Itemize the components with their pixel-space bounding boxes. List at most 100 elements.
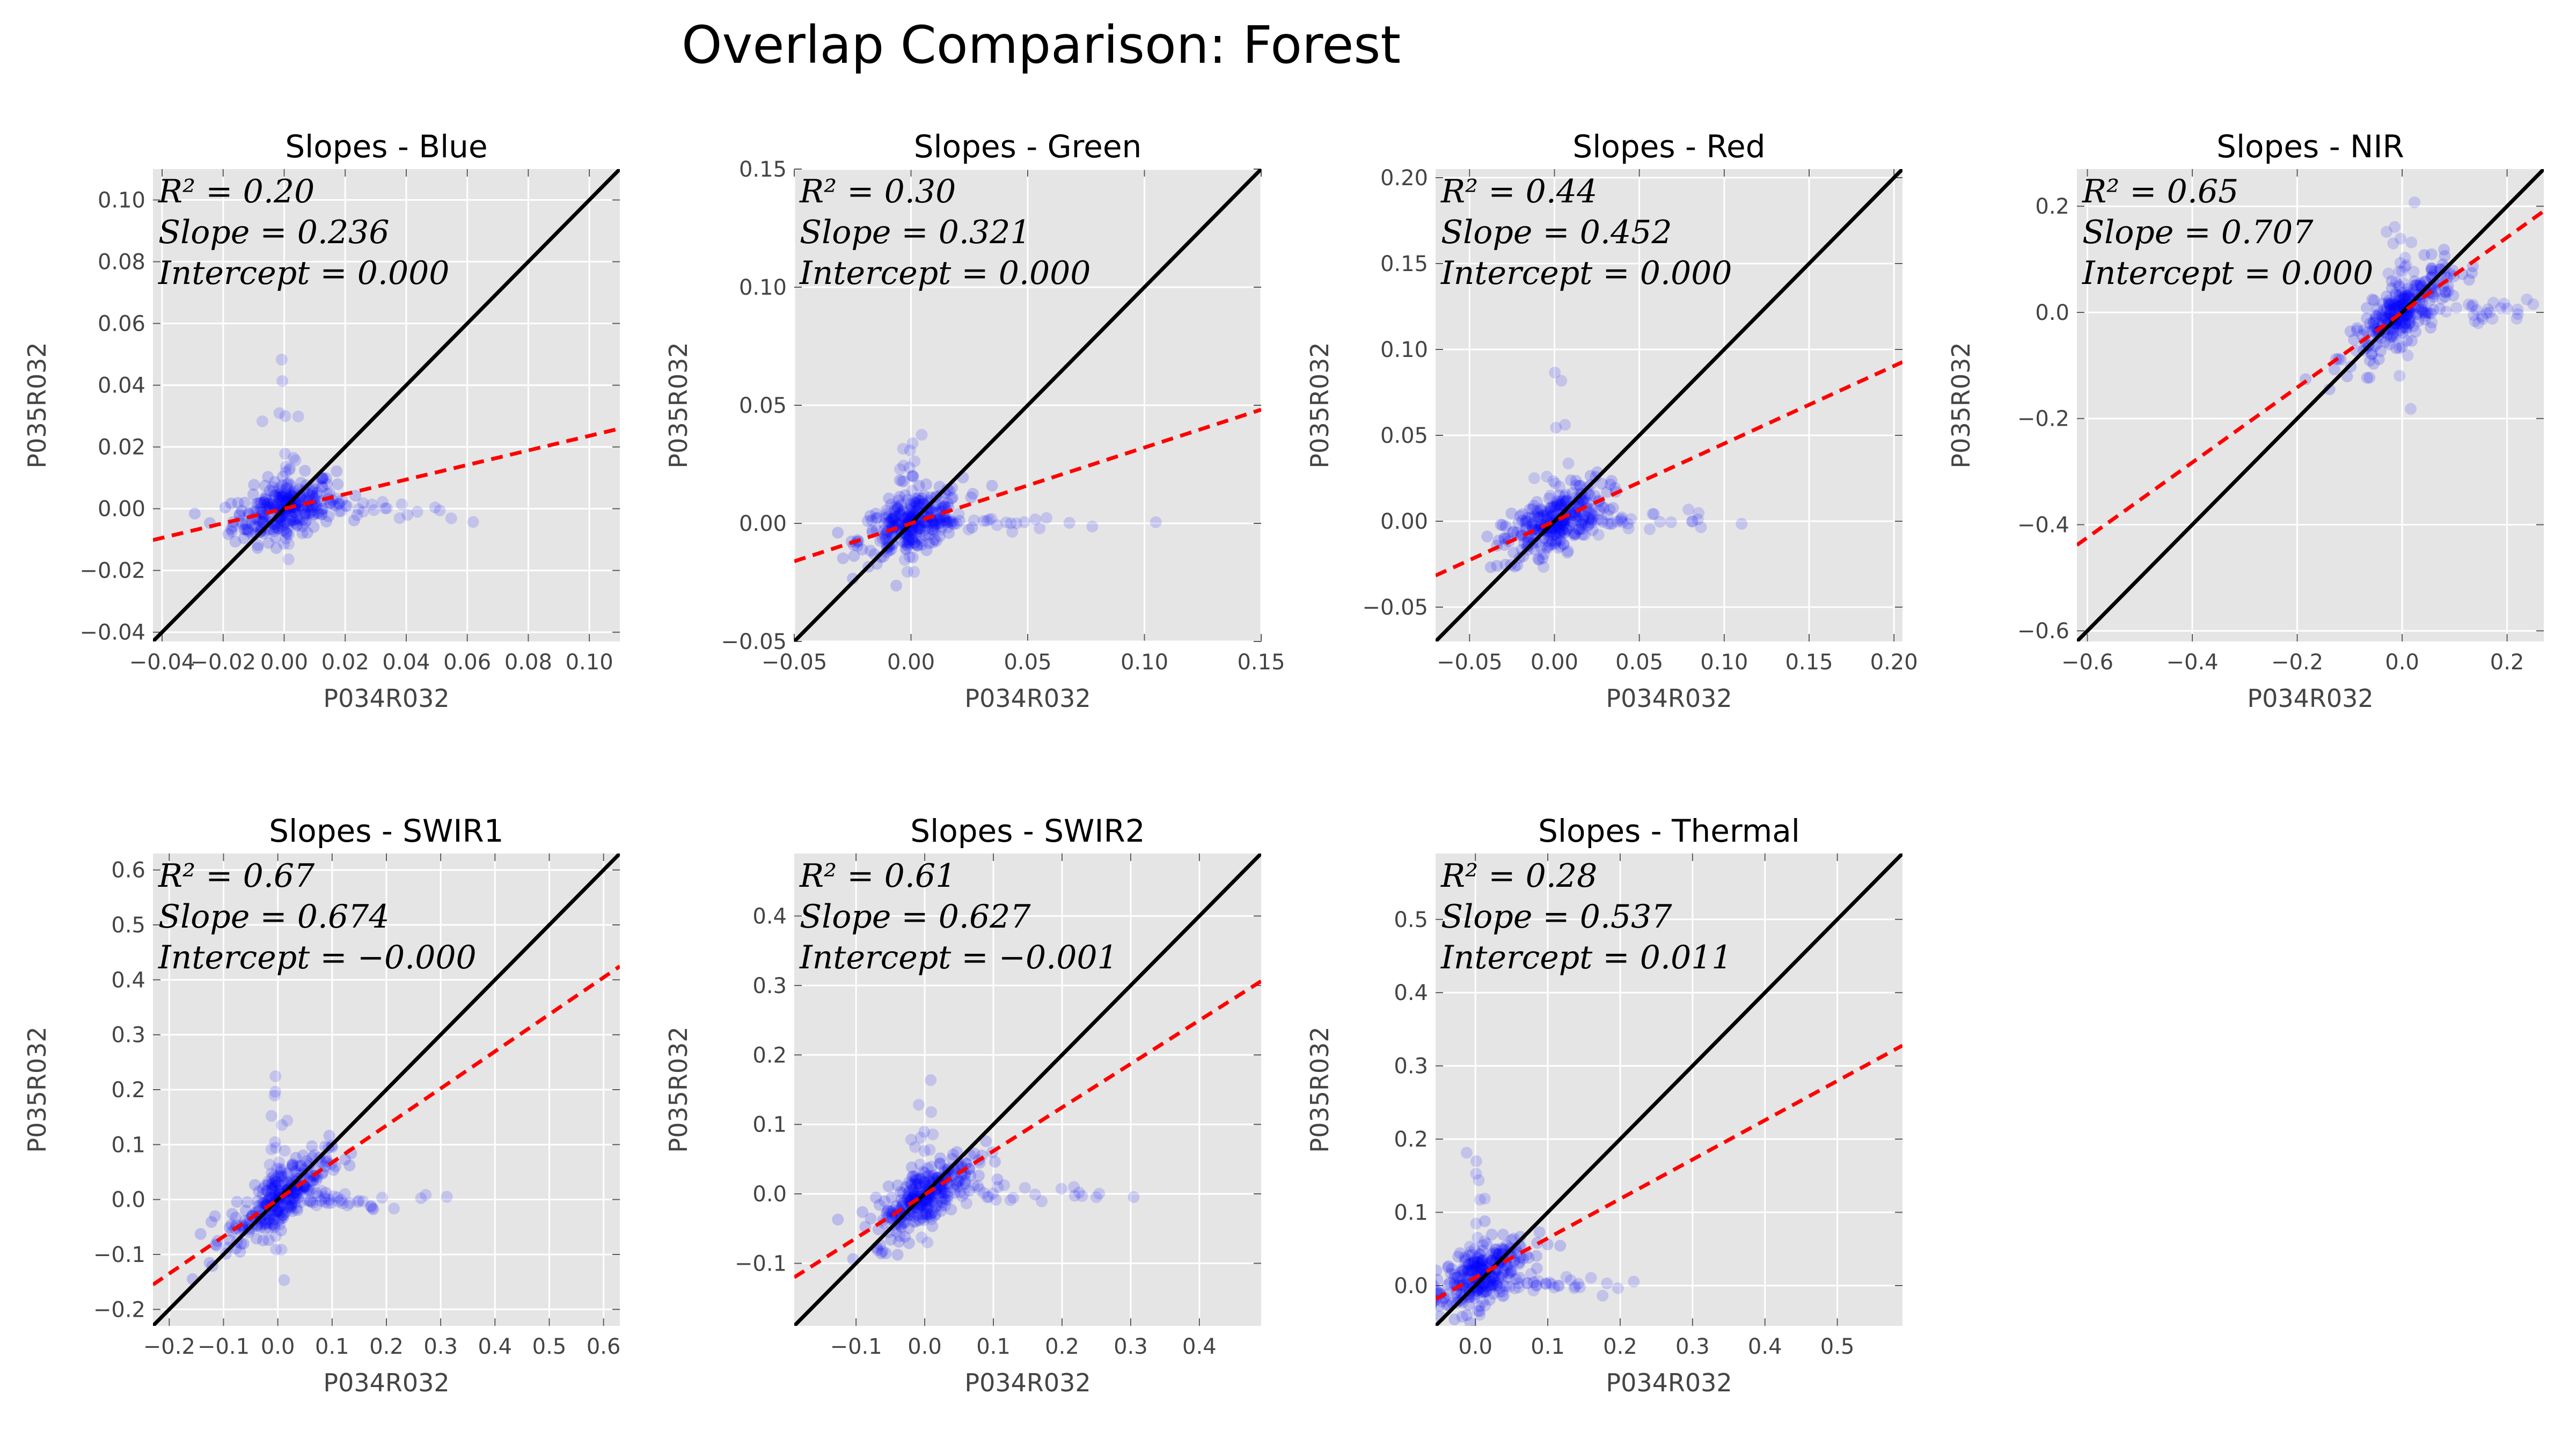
data-point bbox=[1436, 1278, 1437, 1286]
data-point bbox=[283, 515, 296, 527]
data-point bbox=[291, 520, 304, 532]
data-point bbox=[2367, 316, 2380, 329]
data-point bbox=[1470, 1260, 1483, 1273]
data-point bbox=[467, 516, 479, 528]
data-point bbox=[913, 498, 925, 510]
stat-annotation: Intercept = −0.000 bbox=[158, 939, 477, 976]
data-point bbox=[2465, 301, 2478, 313]
data-point bbox=[895, 499, 907, 511]
data-point bbox=[1545, 509, 1557, 522]
data-point bbox=[894, 1230, 906, 1242]
data-point bbox=[902, 1187, 914, 1200]
y-tick-label: 0.3 bbox=[752, 974, 787, 998]
data-point bbox=[1596, 478, 1608, 490]
data-point bbox=[268, 525, 280, 537]
data-point bbox=[1625, 513, 1637, 525]
x-tick-label: −0.4 bbox=[2166, 650, 2218, 675]
data-point bbox=[2377, 312, 2389, 324]
y-tick-label: 0.02 bbox=[98, 435, 145, 460]
data-point bbox=[1543, 1276, 1556, 1289]
data-point bbox=[352, 1196, 364, 1208]
data-point bbox=[294, 1185, 306, 1198]
data-point bbox=[1616, 516, 1629, 528]
data-point bbox=[2398, 293, 2411, 305]
data-point bbox=[1561, 546, 1574, 559]
x-tick-label: 0.10 bbox=[566, 650, 613, 675]
data-point bbox=[2400, 324, 2412, 336]
data-point bbox=[936, 1193, 948, 1205]
data-point bbox=[934, 1186, 947, 1199]
data-point bbox=[2384, 300, 2396, 312]
data-point bbox=[254, 503, 267, 515]
data-point bbox=[282, 477, 295, 489]
data-point bbox=[928, 1209, 941, 1222]
stat-annotation: R² = 0.61 bbox=[799, 857, 956, 895]
data-point bbox=[905, 503, 918, 515]
data-point bbox=[264, 1191, 276, 1203]
data-point bbox=[312, 1190, 324, 1202]
data-point bbox=[1446, 1263, 1458, 1275]
y-tick-label: 0.0 bbox=[1394, 1274, 1428, 1298]
data-point bbox=[2361, 326, 2373, 339]
y-axis-label: P035R032 bbox=[1946, 342, 1975, 468]
data-point bbox=[938, 500, 950, 512]
data-point bbox=[932, 518, 945, 530]
data-point bbox=[953, 1175, 965, 1187]
data-point bbox=[254, 497, 266, 509]
data-point bbox=[1436, 1280, 1439, 1292]
data-point bbox=[1441, 1261, 1454, 1274]
data-point bbox=[1622, 522, 1635, 535]
data-point bbox=[1554, 535, 1567, 547]
data-point bbox=[2383, 308, 2396, 320]
data-point bbox=[1481, 1238, 1493, 1250]
data-point bbox=[914, 523, 926, 535]
stat-annotation: R² = 0.20 bbox=[158, 173, 314, 210]
data-point bbox=[248, 479, 260, 491]
data-point bbox=[1029, 1188, 1041, 1201]
data-point bbox=[1692, 513, 1704, 526]
data-point bbox=[2369, 309, 2382, 322]
x-axis-label: P034R032 bbox=[964, 684, 1091, 713]
data-point bbox=[2498, 297, 2511, 310]
data-point bbox=[2394, 342, 2406, 354]
data-point bbox=[912, 1178, 925, 1190]
data-point bbox=[1601, 486, 1613, 498]
data-point bbox=[891, 500, 904, 513]
data-point bbox=[883, 515, 895, 528]
data-point bbox=[2383, 338, 2396, 351]
data-point bbox=[1567, 527, 1579, 539]
data-point bbox=[1469, 1243, 1481, 1255]
data-point bbox=[965, 491, 977, 504]
data-point bbox=[1491, 560, 1503, 572]
data-point bbox=[1550, 530, 1563, 542]
data-point bbox=[884, 515, 897, 527]
data-point bbox=[2427, 304, 2440, 316]
data-point bbox=[1466, 1265, 1479, 1277]
data-point bbox=[279, 1206, 291, 1218]
data-point bbox=[260, 1185, 273, 1197]
panel-title: Slopes - Red bbox=[1572, 128, 1765, 165]
data-point bbox=[280, 526, 292, 538]
data-point bbox=[343, 1159, 356, 1172]
data-point bbox=[962, 523, 975, 536]
data-point bbox=[331, 1191, 343, 1203]
data-point bbox=[1549, 477, 1562, 490]
data-point bbox=[1548, 500, 1560, 513]
data-point bbox=[306, 486, 318, 498]
data-point bbox=[261, 1185, 274, 1198]
x-tick-label: 0.05 bbox=[1615, 650, 1663, 675]
data-point bbox=[1018, 516, 1030, 528]
y-tick-label: 0.08 bbox=[98, 250, 145, 275]
data-point bbox=[945, 492, 957, 505]
data-point bbox=[1436, 1303, 1437, 1310]
data-point bbox=[901, 543, 913, 555]
data-point bbox=[290, 1189, 303, 1201]
data-point bbox=[2382, 296, 2395, 309]
data-point bbox=[272, 520, 284, 532]
data-point bbox=[2472, 317, 2485, 330]
data-point bbox=[327, 499, 340, 511]
data-point bbox=[324, 497, 336, 509]
x-tick-label: 0.2 bbox=[1045, 1334, 1079, 1359]
data-point bbox=[914, 1173, 926, 1185]
x-tick-label: 0.5 bbox=[1820, 1334, 1855, 1359]
